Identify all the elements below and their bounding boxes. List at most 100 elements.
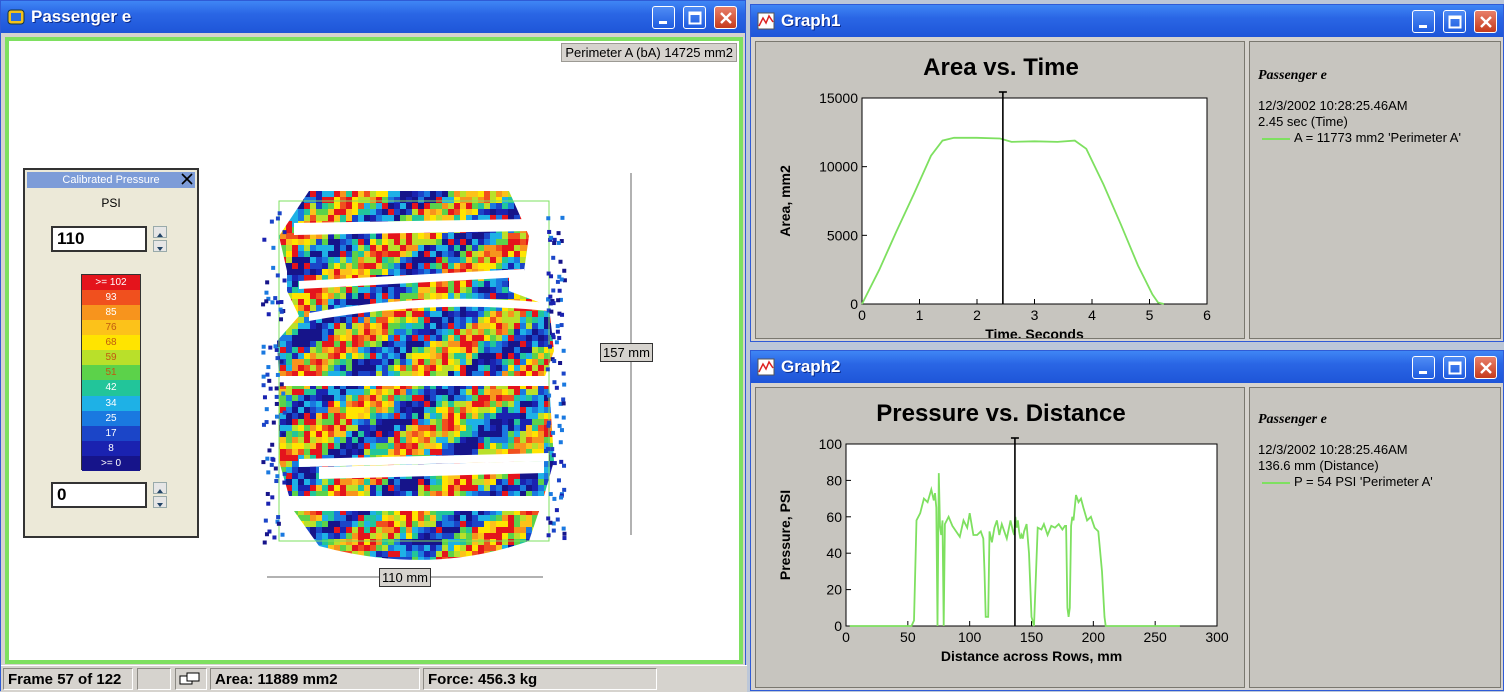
legend-swatch: 8 — [82, 440, 140, 456]
x-tick-label: 150 — [1020, 629, 1044, 645]
pressure-map-canvas[interactable]: Perimeter A (bA) 14725 mm2 — [5, 37, 743, 664]
edge-cell — [266, 312, 271, 317]
edge-cell — [561, 526, 566, 531]
edge-cell — [267, 378, 272, 383]
min-pressure-input[interactable]: 0 — [51, 482, 147, 508]
edge-cell — [264, 420, 269, 425]
edge-cell — [273, 296, 278, 301]
legend-swatch: >= 102 — [82, 275, 140, 291]
min-spin-up-button[interactable] — [153, 482, 167, 494]
y-tick-label: 0 — [834, 618, 842, 634]
edge-cell — [552, 237, 557, 242]
close-icon — [1480, 16, 1492, 28]
legend-swatch: 68 — [82, 335, 140, 351]
edge-cell — [548, 492, 553, 497]
legend-swatch: 25 — [82, 410, 140, 426]
edge-cell — [559, 277, 564, 282]
graph2-info-name: Passenger e — [1258, 412, 1327, 427]
graph1-titlebar[interactable]: Graph1 — [751, 5, 1503, 37]
edge-cell — [547, 229, 552, 234]
graph1-close-button[interactable] — [1474, 10, 1497, 33]
edge-cell — [279, 317, 284, 322]
edge-cell — [268, 386, 273, 391]
graph2-maximize-button[interactable] — [1443, 356, 1466, 379]
y-tick-label: 40 — [826, 545, 842, 561]
graph2-close-button[interactable] — [1474, 356, 1497, 379]
edge-cell — [551, 528, 556, 533]
close-button[interactable] — [714, 6, 737, 29]
edge-cell — [559, 239, 564, 244]
max-pressure-input[interactable]: 110 — [51, 226, 147, 252]
y-tick-label: 0 — [850, 296, 858, 312]
edge-cell — [551, 255, 556, 260]
edge-cell — [562, 463, 567, 468]
graph1-info-name: Passenger e — [1258, 68, 1327, 83]
edge-cell — [552, 380, 557, 385]
status-view-button[interactable] — [175, 668, 207, 690]
edge-cell — [282, 278, 287, 283]
edge-cell — [548, 301, 553, 306]
edge-cell — [270, 495, 275, 500]
graph-icon — [757, 358, 775, 376]
edge-cell — [549, 309, 554, 314]
min-spin-down-button[interactable] — [153, 496, 167, 508]
area-vs-time-chart[interactable]: 0 1 2 3 4 5 6 0 5000 10000 15000 Time, Seconds Area,… — [756, 42, 1244, 338]
edge-cell — [275, 216, 280, 221]
graph1-title: Graph1 — [781, 11, 841, 30]
chevron-down-icon — [157, 247, 163, 251]
edge-cell — [551, 453, 556, 458]
graph2-info-cursor: 136.6 mm (Distance) — [1258, 458, 1379, 473]
vertical-dimension-label: 157 mm — [600, 343, 653, 362]
edge-cell — [557, 274, 562, 279]
y-tick-label: 100 — [819, 436, 843, 452]
status-area: Area: 11889 mm2 — [210, 668, 420, 690]
max-spin-down-button[interactable] — [153, 240, 167, 252]
edge-cell — [273, 344, 278, 349]
edge-cell — [551, 430, 556, 435]
chevron-down-icon — [157, 503, 163, 507]
edge-cell — [261, 374, 266, 379]
edge-cell — [551, 301, 556, 306]
graph2-titlebar[interactable]: Graph2 — [751, 351, 1503, 383]
minimize-button[interactable] — [652, 6, 675, 29]
edge-cell — [268, 345, 273, 350]
edge-cell — [271, 457, 276, 462]
edge-cell — [275, 372, 280, 377]
pressure-vs-distance-chart[interactable]: 0 50 100 150 200 250 300 0 20 40 60 80 100 Distance a… — [756, 388, 1244, 687]
edge-cell — [270, 300, 275, 305]
graph1-plot-panel[interactable]: Area vs. Time 0 1 2 3 4 5 6 0 5000 10000 15000 Time… — [755, 41, 1245, 339]
edge-cell — [265, 456, 270, 461]
edge-cell — [550, 298, 555, 303]
edge-cell — [279, 300, 284, 305]
edge-cell — [276, 515, 281, 520]
edge-cell — [282, 410, 287, 415]
edge-cell — [559, 459, 564, 464]
pressure-footprint[interactable] — [9, 41, 739, 660]
graph1-maximize-button[interactable] — [1443, 10, 1466, 33]
main-titlebar[interactable]: Passenger e — [1, 1, 745, 33]
edge-cell — [557, 423, 562, 428]
max-spin-up-button[interactable] — [153, 226, 167, 238]
graph2-minimize-button[interactable] — [1412, 356, 1435, 379]
maximize-button[interactable] — [683, 6, 706, 29]
edge-cell — [261, 422, 266, 427]
edge-cell — [271, 265, 276, 270]
edge-cell — [552, 359, 557, 364]
edge-cell — [274, 347, 279, 352]
palette-title: Calibrated Pressure — [27, 172, 195, 188]
edge-cell — [555, 279, 560, 284]
graph1-minimize-button[interactable] — [1412, 10, 1435, 33]
graph1-info: Passenger e 12/3/2002 10:28:25.46AM 2.45… — [1258, 68, 1461, 146]
edge-cell — [279, 382, 284, 387]
edge-cell — [546, 271, 551, 276]
graph2-info-panel: Passenger e 12/3/2002 10:28:25.46AM 136.… — [1249, 387, 1501, 688]
palette-close-icon[interactable] — [179, 171, 195, 187]
edge-cell — [271, 420, 276, 425]
graph2-plot-panel[interactable]: Pressure vs. Distance 0 50 100 150 200 250 300… — [755, 387, 1245, 688]
palette-unit-label: PSI — [101, 196, 121, 210]
x-axis-label: Distance across Rows, mm — [941, 648, 1122, 664]
pressure-color-legend: >= 102 93 85 76 68 59 51 42 34 25 17 8 >= 0 — [81, 274, 141, 471]
edge-cell — [271, 245, 276, 250]
x-tick-label: 200 — [1082, 629, 1106, 645]
edge-cell — [265, 491, 270, 496]
